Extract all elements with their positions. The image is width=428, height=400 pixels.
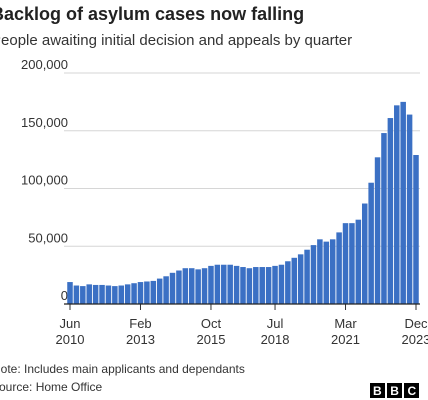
logo-box [370, 383, 385, 398]
bar [381, 133, 387, 304]
bar [124, 284, 131, 304]
bar [176, 270, 182, 304]
bar [394, 105, 400, 304]
bar [240, 267, 246, 304]
bar [182, 268, 189, 304]
bar [156, 278, 163, 304]
logo: BBC [373, 384, 425, 398]
bar [80, 286, 86, 304]
bar [259, 267, 265, 304]
bar [67, 282, 73, 304]
bar [188, 268, 195, 304]
bar [374, 157, 381, 304]
bar [150, 280, 157, 304]
bar [285, 261, 291, 304]
bar [214, 264, 221, 304]
bar [105, 285, 112, 304]
bar [163, 276, 169, 304]
x-tick-label: Jul 2018 [261, 316, 290, 347]
bar [92, 284, 99, 304]
bar [304, 249, 310, 304]
chart-subtitle: People awaiting initial decision and app… [0, 32, 352, 49]
x-tick-label: Mar 2021 [331, 316, 360, 347]
bar [323, 241, 330, 304]
bar [297, 254, 304, 304]
bar [112, 286, 118, 304]
bar [278, 264, 285, 304]
bar [329, 239, 336, 304]
bar [342, 223, 349, 304]
bar [272, 265, 278, 304]
bar [195, 269, 201, 304]
logo-box [404, 383, 419, 398]
bar [291, 257, 298, 304]
x-tick-label: Jun 2010 [56, 316, 85, 347]
bar [144, 281, 150, 304]
x-tick-label: Feb 2013 [126, 316, 155, 347]
bar [400, 101, 406, 304]
x-tick-label: Oct 2015 [197, 316, 226, 347]
bar [137, 282, 144, 304]
y-tick-label: 0 [61, 288, 68, 303]
bar [208, 265, 214, 304]
bar [73, 285, 80, 304]
logo-box [387, 383, 402, 398]
bar [406, 114, 413, 304]
chart-title: Backlog of asylum cases now falling [0, 4, 304, 24]
y-tick-label: 50,000 [28, 230, 68, 245]
bar [86, 284, 92, 304]
bar [361, 203, 368, 304]
bar [413, 155, 419, 304]
bar [169, 272, 176, 304]
y-tick-label: 150,000 [21, 115, 68, 130]
x-tick-label: Dec 2023 [402, 316, 428, 347]
y-tick-label: 100,000 [21, 173, 68, 188]
bar [99, 284, 105, 304]
bar [253, 267, 259, 304]
bar [221, 264, 227, 304]
bar [349, 223, 355, 304]
bar [201, 268, 208, 304]
bar [317, 239, 323, 304]
bar [387, 118, 394, 304]
bar [118, 285, 125, 304]
logo-boxes [370, 383, 419, 398]
bar [246, 268, 253, 304]
bar [355, 219, 362, 304]
bar [227, 264, 233, 304]
y-tick-label: 200,000 [21, 57, 68, 72]
bar [310, 245, 317, 304]
bar [368, 182, 374, 304]
bar [336, 232, 342, 304]
bar [233, 265, 240, 304]
bar [131, 283, 137, 304]
note: Note: Includes main applicants and depen… [0, 362, 245, 376]
bar [265, 267, 272, 304]
source: Source: Home Office [0, 380, 102, 394]
